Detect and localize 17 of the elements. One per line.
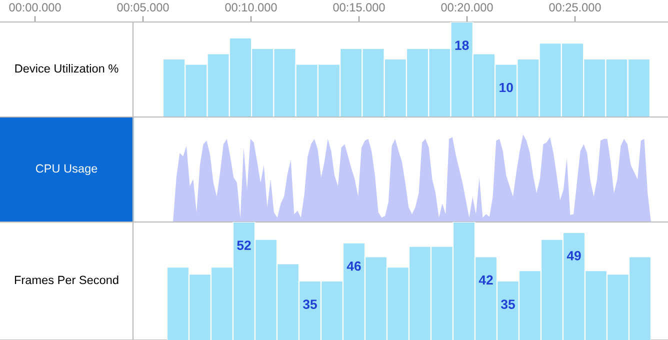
text: 00:00.000 xyxy=(9,3,61,12)
text: 00:15.000 xyxy=(333,3,385,12)
text: 00:20.000 xyxy=(441,3,493,12)
data-label: 10 xyxy=(500,82,513,92)
data-label: 49 xyxy=(566,251,581,260)
data-label: 52 xyxy=(237,240,251,250)
y-axis-title: Frames Per Second xyxy=(14,275,118,284)
text: 00:05.000 xyxy=(117,3,169,12)
text: 00:25.000 xyxy=(549,3,601,12)
data-label: 35 xyxy=(302,300,317,309)
text: 00:10.000 xyxy=(225,3,277,12)
data-label: 18 xyxy=(455,40,469,50)
y-axis-title: CPU Usage xyxy=(36,164,98,175)
data-label: 46 xyxy=(346,261,361,271)
y-axis-title: Device Utilization % xyxy=(15,64,118,73)
data-label: 35 xyxy=(500,300,515,309)
data-label: 42 xyxy=(478,275,493,285)
